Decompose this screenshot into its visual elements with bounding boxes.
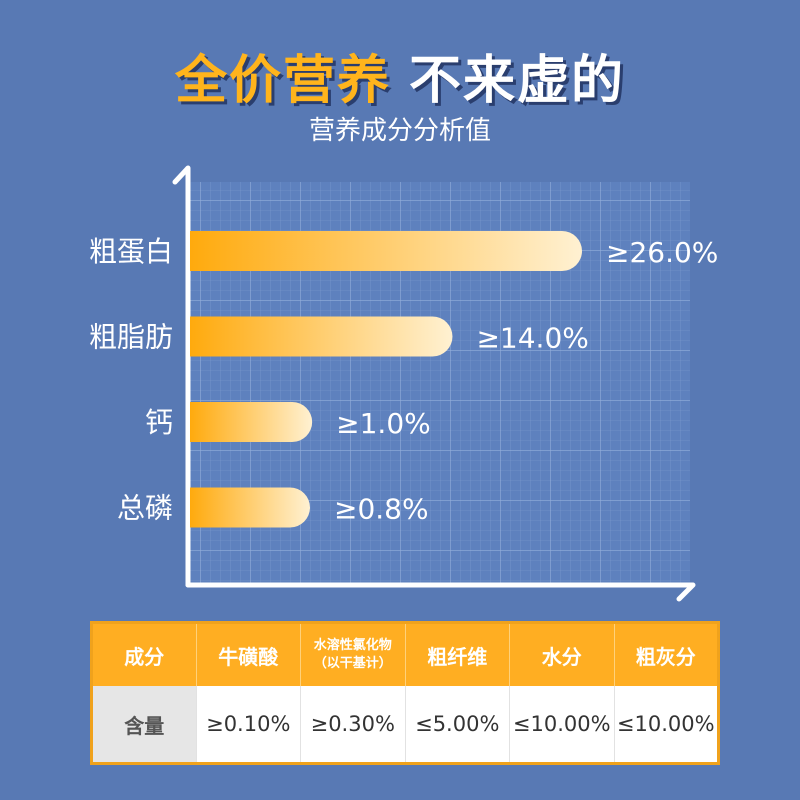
table-col-moisture: 水分 [509, 622, 615, 686]
subtitle: 营养成分分析值 [308, 116, 491, 146]
table-row-header: 成分 [91, 622, 197, 686]
table-value-ash: ≤10.00% [614, 686, 719, 764]
bar-chart: 粗蛋白 ≥26.0% 粗脂肪 ≥14.0% 钙 ≥1.0% 总磷 ≥0.8% [89, 165, 718, 602]
table-col-chloride-sublabel: （以干基计） [313, 656, 392, 671]
x-axis [185, 582, 696, 602]
category-label-protein: 粗蛋白 [89, 235, 173, 268]
table-header-row: 成分 牛磺酸 水溶性氯化物 （以干基计） 粗纤维 水分 粗灰分 [91, 622, 719, 686]
value-label-phosphorus: ≥0.8% [334, 493, 429, 526]
table-col-chloride: 水溶性氯化物 （以干基计） [300, 622, 406, 686]
bar-fat [190, 316, 453, 357]
value-label-protein: ≥26.0% [606, 236, 718, 269]
table-col-taurine: 牛磺酸 [196, 622, 301, 686]
title-rest: 不来虚的 [409, 51, 626, 111]
table-col-chloride-label: 水溶性氯化物 [313, 638, 392, 653]
value-label-fat: ≥14.0% [476, 322, 588, 355]
bar-phosphorus [190, 487, 310, 528]
table-value-fiber: ≤5.00% [405, 686, 510, 764]
table-value-taurine: ≥0.10% [196, 686, 301, 764]
table-value-chloride: ≥0.30% [300, 686, 406, 764]
bar-protein [190, 231, 582, 271]
table-col-ash: 粗灰分 [614, 622, 719, 686]
table-col-fiber: 粗纤维 [405, 622, 510, 686]
y-axis [172, 165, 191, 588]
category-label-calcium: 钙 [145, 406, 173, 439]
chart-axes [172, 165, 696, 602]
category-label-fat: 粗脂肪 [89, 321, 173, 354]
table-value-row-label: 含量 [91, 686, 197, 764]
table-value-moisture: ≤10.00% [509, 686, 615, 764]
nutrition-table: 成分 牛磺酸 水溶性氯化物 （以干基计） 粗纤维 水分 粗灰分 含量 ≥0.10… [90, 621, 720, 765]
category-label-phosphorus: 总磷 [117, 492, 173, 525]
title-highlight: 全价营养 [174, 51, 391, 111]
table-value-row: 含量 ≥0.10% ≥0.30% ≤5.00% ≤10.00% ≤10.00% [91, 686, 719, 764]
bar-calcium [190, 402, 313, 442]
title: 全价营养 不来虚的 [0, 38, 800, 113]
value-label-calcium: ≥1.0% [336, 407, 431, 440]
